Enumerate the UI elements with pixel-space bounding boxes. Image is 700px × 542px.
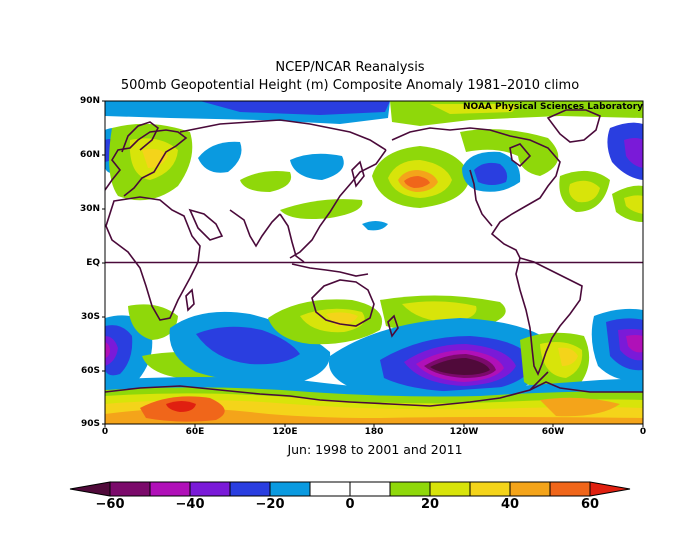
colorbar-bin-12 xyxy=(549,481,591,497)
colorbar-bin-9 xyxy=(429,481,471,497)
chart-title: NCEP/NCAR Reanalysis xyxy=(275,60,425,75)
africa-coast xyxy=(105,196,201,321)
greenland-coast xyxy=(546,109,601,143)
antarctic-high-center xyxy=(166,401,196,412)
greenland-negative-core xyxy=(624,138,643,168)
pacific-negative-small xyxy=(362,221,388,231)
arctic-core-negative xyxy=(200,101,390,115)
australia-coast xyxy=(311,279,375,327)
n-america-coast xyxy=(391,127,561,259)
s-indian-negative-west-core xyxy=(105,325,133,376)
lon-label-60e: 60E xyxy=(185,427,205,437)
scandinavia-coast xyxy=(121,121,160,153)
europe-positive-inner xyxy=(142,148,168,168)
madagascar-coast xyxy=(185,288,195,312)
lon-label-180: 180 xyxy=(364,427,384,437)
s-america-positive-inner xyxy=(558,347,578,366)
lon-label-0: 0 xyxy=(101,427,109,437)
atlantic-east-positive-core xyxy=(624,195,643,214)
colorbar-label-0: 0 xyxy=(345,497,355,512)
n-america-west-coast xyxy=(469,169,493,227)
colorbar-bin-8 xyxy=(389,481,431,497)
new-zealand-coast xyxy=(387,314,399,338)
arctic-positive-core xyxy=(430,104,520,114)
s-indian-negative-mid-core xyxy=(196,326,300,365)
anomaly-field xyxy=(105,101,643,424)
indonesia-coast xyxy=(291,263,369,277)
east-asia-negative xyxy=(290,153,344,180)
antarctic-positive-band4 xyxy=(105,408,643,424)
siberia-positive xyxy=(240,171,292,192)
s-pacific-low-core xyxy=(430,358,490,375)
se-asia-coast xyxy=(279,213,305,263)
s-africa-positive xyxy=(128,304,178,340)
s-indian-negative-west-center xyxy=(105,336,118,366)
lon-label-120w: 120W xyxy=(449,427,479,437)
chart-subtitle: 500mb Geopotential Height (m) Composite … xyxy=(120,78,580,93)
colorbar-bin-3 xyxy=(189,481,231,497)
colorbar-label-minus60: −60 xyxy=(95,497,125,512)
n-atlantic-positive-core xyxy=(569,180,600,203)
colorbar-bin-5 xyxy=(269,481,311,497)
south-asia-positive xyxy=(280,199,363,219)
colorbar-label-minus20: −20 xyxy=(255,497,285,512)
japan-coast xyxy=(351,160,365,188)
colorbar-bin-1 xyxy=(109,481,151,497)
greenland-negative xyxy=(607,122,643,180)
lat-label-90n: 90N xyxy=(79,96,100,106)
colorbar-bin-10 xyxy=(469,481,511,497)
axis-ticks xyxy=(102,100,644,427)
lon-label-60w: 60W xyxy=(541,427,565,437)
lat-label-60n: 60N xyxy=(79,150,100,160)
colorbar-bin-4 xyxy=(229,481,271,497)
se-pacific-positive-core xyxy=(402,301,477,322)
n-pacific-positive-center xyxy=(404,176,430,188)
hudson-bay-coast xyxy=(509,143,532,168)
asia-east-coast xyxy=(289,149,387,259)
lon-label-120e: 120E xyxy=(272,427,298,437)
lat-label-90s: 90S xyxy=(80,419,100,429)
colorbar-label-20: 20 xyxy=(420,497,440,512)
n-america-negative-core xyxy=(474,162,508,185)
central-asia-negative xyxy=(198,141,242,173)
antarctica-coast xyxy=(105,381,643,407)
s-atlantic-negative-center xyxy=(626,335,643,353)
colorbar-label-40: 40 xyxy=(500,497,520,512)
colorbar xyxy=(69,481,631,497)
coastlines xyxy=(105,109,643,407)
s-indian-negative-west-inner xyxy=(105,342,110,358)
lat-label-30n: 30N xyxy=(79,204,100,214)
lat-label-eq: EQ xyxy=(86,258,100,268)
colorbar-label-60: 60 xyxy=(580,497,600,512)
asia-north-coast xyxy=(179,119,387,151)
europe-coast xyxy=(105,129,188,197)
antarctic-peninsula-coast xyxy=(529,371,549,391)
credit-label: NOAA Physical Sciences Laboratory xyxy=(463,102,644,112)
colorbar-under-arrow xyxy=(69,481,111,497)
colorbar-label-minus40: −40 xyxy=(175,497,205,512)
colorbar-over-arrow xyxy=(589,481,631,497)
period-label: Jun: 1998 to 2001 and 2011 xyxy=(287,442,463,457)
lat-label-30s: 30S xyxy=(80,312,100,322)
colorbar-bin-6 xyxy=(309,481,351,497)
antarctic-high-east xyxy=(540,397,620,417)
lat-label-60s: 60S xyxy=(80,366,100,376)
colorbar-bin-7 xyxy=(349,481,391,497)
arabia-coast xyxy=(188,208,224,241)
colorbar-bin-11 xyxy=(509,481,551,497)
india-coast xyxy=(229,209,281,248)
s-america-coast xyxy=(515,257,583,376)
lon-label-0-east: 0 xyxy=(639,427,647,437)
colorbar-bin-2 xyxy=(149,481,191,497)
